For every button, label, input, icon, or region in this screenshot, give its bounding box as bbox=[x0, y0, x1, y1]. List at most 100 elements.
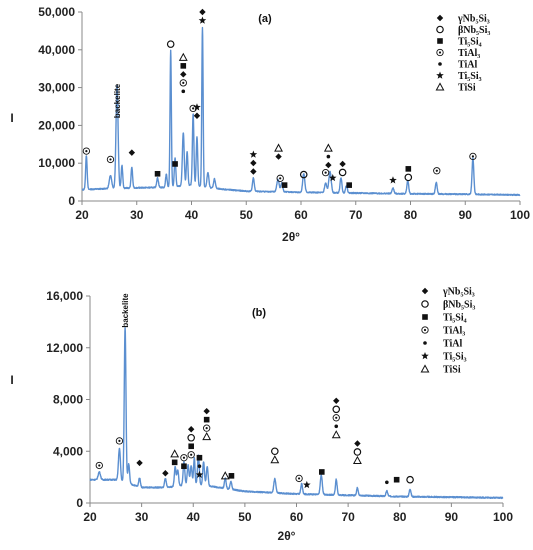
xrd-pattern-line bbox=[81, 26, 521, 197]
peak-marker-stack bbox=[170, 449, 180, 466]
legend-label-beta: βNb₅Si₃ bbox=[458, 25, 490, 36]
dotcircle-marker bbox=[433, 167, 441, 175]
diamond-marker bbox=[333, 397, 340, 404]
y-tick-label: 12,000 bbox=[46, 341, 83, 355]
dotcircle-marker bbox=[106, 155, 115, 164]
peak-marker-stack bbox=[195, 454, 204, 478]
peak-marker-stack bbox=[389, 176, 397, 184]
peak-marker-stack bbox=[180, 454, 188, 470]
y-tick-label: 40,000 bbox=[38, 43, 75, 57]
legend-label-beta: βNb₅Si₃ bbox=[443, 300, 475, 311]
diamond-marker bbox=[275, 153, 282, 160]
circle-marker bbox=[271, 447, 279, 456]
dotcircle-center bbox=[190, 453, 193, 456]
dot-marker bbox=[197, 464, 202, 469]
dotcircle-marker bbox=[180, 454, 188, 462]
dotcircle-center bbox=[435, 169, 438, 172]
diamond-marker bbox=[180, 71, 187, 78]
x-tick-label: 40 bbox=[187, 510, 201, 524]
dotcircle-marker bbox=[436, 48, 444, 57]
triangle-marker bbox=[170, 449, 180, 458]
diamond-marker bbox=[339, 160, 346, 168]
x-axis-label: 2θ° bbox=[282, 230, 300, 244]
x-tick-label: 50 bbox=[238, 510, 252, 524]
circle-marker bbox=[353, 448, 362, 456]
x-tick-label: 60 bbox=[294, 208, 308, 222]
square-marker bbox=[346, 182, 352, 188]
y-tick-label: 8,000 bbox=[53, 393, 83, 407]
peak-marker-stack bbox=[346, 182, 352, 188]
dotcircle-marker bbox=[179, 79, 187, 87]
diamond-marker bbox=[325, 161, 332, 169]
x-tick-label: 100 bbox=[510, 208, 530, 222]
circle-marker bbox=[187, 433, 195, 442]
dotcircle-center bbox=[118, 439, 121, 442]
star-marker bbox=[303, 480, 311, 489]
diamond-marker bbox=[354, 440, 361, 447]
x-tick-label: 100 bbox=[493, 510, 513, 524]
dotcircle-center bbox=[438, 51, 442, 54]
diamond-marker bbox=[203, 407, 210, 415]
y-axis-label: I bbox=[10, 373, 13, 387]
dotcircle-center bbox=[182, 456, 186, 459]
peak-marker-stack bbox=[276, 174, 284, 182]
dotcircle-center bbox=[98, 464, 101, 467]
peak-marker-stack bbox=[136, 459, 143, 467]
diamond-marker bbox=[187, 426, 195, 433]
triangle-marker bbox=[274, 143, 283, 152]
legend-label-ti5si3: Ti₅Si₃ bbox=[458, 71, 482, 82]
triangle-marker bbox=[202, 431, 212, 441]
circle-marker bbox=[299, 170, 308, 179]
dotcircle-marker bbox=[295, 474, 303, 483]
dotcircle-marker bbox=[95, 461, 103, 470]
peak-marker-stack bbox=[469, 152, 477, 161]
chart-panel-a: 0 10,000 20,000 30,000 40,000 50,000 20 30 40 50 6… bbox=[10, 5, 530, 244]
peak-marker-stack bbox=[318, 469, 325, 475]
diamond-marker bbox=[250, 159, 257, 167]
peak-marker-stack bbox=[352, 440, 362, 464]
circle-marker bbox=[404, 173, 413, 182]
y-tick-label: 20,000 bbox=[38, 118, 75, 132]
peak-marker-stack bbox=[303, 480, 311, 489]
dotcircle-center bbox=[182, 81, 185, 84]
legend-label-ti5si3: Ti₅Si₃ bbox=[443, 352, 467, 363]
peak-marker-stack bbox=[220, 471, 230, 480]
dotcircle-marker bbox=[187, 451, 195, 459]
circle-marker bbox=[421, 300, 429, 308]
dot-marker bbox=[181, 89, 186, 94]
peak-marker-stack bbox=[162, 470, 169, 477]
square-marker bbox=[154, 170, 161, 177]
x-axis-label: 2θ° bbox=[278, 529, 296, 543]
panel-label: (a) bbox=[258, 13, 272, 25]
triangle-marker bbox=[435, 82, 445, 91]
diamond-marker bbox=[136, 459, 143, 467]
diamond-marker bbox=[199, 8, 206, 16]
peak-marker-stack bbox=[249, 150, 258, 175]
dotcircle-center bbox=[109, 158, 112, 161]
square-marker bbox=[318, 469, 325, 475]
triangle-marker bbox=[323, 143, 333, 152]
circle-marker bbox=[338, 168, 347, 177]
dotcircle-marker bbox=[276, 174, 284, 182]
square-marker bbox=[188, 443, 194, 450]
peak-marker-stack bbox=[106, 155, 115, 164]
y-axis-label: I bbox=[10, 111, 13, 125]
triangle-marker bbox=[178, 52, 188, 61]
circle-marker bbox=[166, 40, 175, 48]
y-tick-label: 30,000 bbox=[38, 81, 75, 95]
x-tick-label: 30 bbox=[135, 510, 149, 524]
triangle-marker bbox=[420, 364, 430, 373]
dotcircle-center bbox=[85, 150, 88, 153]
square-marker bbox=[172, 161, 178, 167]
legend-label-tial: TiAl bbox=[443, 339, 462, 350]
diamond-marker bbox=[436, 14, 444, 22]
dotcircle-center bbox=[297, 477, 301, 480]
peak-marker-stack bbox=[406, 475, 414, 484]
square-marker bbox=[181, 463, 187, 470]
star-marker bbox=[195, 470, 204, 478]
peak-label-text: backelite bbox=[113, 83, 122, 118]
legend-label-tial3: TiAl₃ bbox=[458, 48, 480, 59]
x-tick-label: 80 bbox=[404, 208, 418, 222]
peak-marker-stack bbox=[128, 149, 136, 156]
